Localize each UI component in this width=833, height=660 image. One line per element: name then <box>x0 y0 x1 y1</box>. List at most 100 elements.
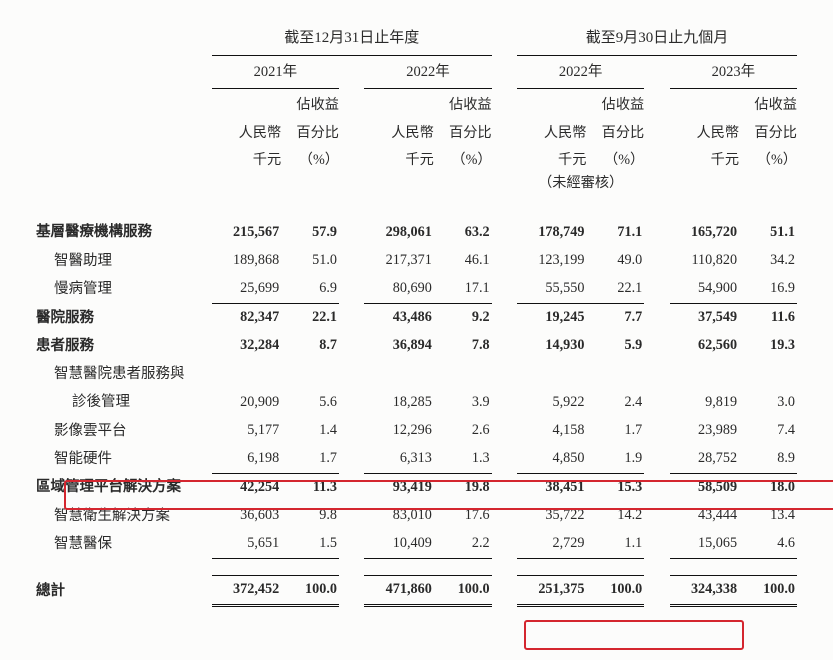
table-row: 患者服務32,2848.736,8947.814,9305.962,56019.… <box>36 332 797 360</box>
total-cell: 471,860 <box>364 575 433 605</box>
year-2022b: 2022年 <box>517 56 644 89</box>
row-label: 診後管理 <box>36 388 212 416</box>
data-cell: 19.8 <box>434 473 492 501</box>
data-cell: 4,850 <box>517 445 586 473</box>
data-cell: 42,254 <box>212 473 281 501</box>
data-cell: 217,371 <box>364 247 433 275</box>
data-cell: 55,550 <box>517 275 586 303</box>
data-cell: 14.2 <box>586 502 644 530</box>
data-cell: 57.9 <box>281 218 339 246</box>
total-cell: 324,338 <box>670 575 739 605</box>
data-cell: 54,900 <box>670 275 739 303</box>
data-cell: 17.1 <box>434 275 492 303</box>
table-row: 智能硬件6,1981.76,3131.34,8501.928,7528.9 <box>36 445 797 473</box>
total-cell: 372,452 <box>212 575 281 605</box>
data-cell: 20,909 <box>212 388 281 416</box>
data-cell: 13.4 <box>739 502 797 530</box>
data-cell: 15.3 <box>586 473 644 501</box>
data-cell: 298,061 <box>364 218 433 246</box>
data-cell: 7.8 <box>434 332 492 360</box>
data-cell: 19.3 <box>739 332 797 360</box>
data-cell: 22.1 <box>586 275 644 303</box>
period-fy-header: 截至12月31日止年度 <box>212 28 492 56</box>
data-cell: 4.6 <box>739 530 797 558</box>
data-cell: 6.9 <box>281 275 339 303</box>
data-cell: 22.1 <box>281 303 339 331</box>
data-cell: 46.1 <box>434 247 492 275</box>
row-label: 慢病管理 <box>36 275 212 303</box>
data-cell: 14,930 <box>517 332 586 360</box>
data-cell: 215,567 <box>212 218 281 246</box>
total-cell: 100.0 <box>739 575 797 605</box>
data-cell: 11.6 <box>739 303 797 331</box>
data-cell: 35,722 <box>517 502 586 530</box>
data-cell: 6,198 <box>212 445 281 473</box>
data-cell: 3.0 <box>739 388 797 416</box>
data-cell: 9,819 <box>670 388 739 416</box>
data-cell: 83,010 <box>364 502 433 530</box>
data-cell: 80,690 <box>364 275 433 303</box>
data-cell: 5,177 <box>212 417 281 445</box>
data-cell: 11.3 <box>281 473 339 501</box>
row-label: 智醫助理 <box>36 247 212 275</box>
year-2023: 2023年 <box>670 56 797 89</box>
data-cell: 1.4 <box>281 417 339 445</box>
data-cell: 7.7 <box>586 303 644 331</box>
table-row: 智慧醫院患者服務與 <box>36 360 797 388</box>
data-cell: 1.5 <box>281 530 339 558</box>
data-cell: 43,486 <box>364 303 433 331</box>
row-total: 總計 372,452 100.0 471,860 100.0 251,375 1… <box>36 575 797 605</box>
data-cell: 3.9 <box>434 388 492 416</box>
table-row: 診後管理20,9095.618,2853.95,9222.49,8193.0 <box>36 388 797 416</box>
data-cell: 25,699 <box>212 275 281 303</box>
data-cell: 2.6 <box>434 417 492 445</box>
table-row: 慢病管理25,6996.980,69017.155,55022.154,9001… <box>36 275 797 303</box>
row-label: 基層醫療機構服務 <box>36 218 212 246</box>
data-cell: 189,868 <box>212 247 281 275</box>
row-label: 智慧醫院患者服務與 <box>36 360 212 388</box>
data-cell: 36,603 <box>212 502 281 530</box>
row-label: 影像雲平台 <box>36 417 212 445</box>
row-label: 智慧衛生解決方案 <box>36 502 212 530</box>
data-cell: 93,419 <box>364 473 433 501</box>
table-wrap: 截至12月31日止年度 截至9月30日止九個月 2021年 2022年 2022… <box>36 28 797 607</box>
header-row-units-1: 佔收益 佔收益 佔收益 佔收益 <box>36 89 797 117</box>
data-cell: 1.7 <box>281 445 339 473</box>
data-cell: 165,720 <box>670 218 739 246</box>
data-cell: 1.9 <box>586 445 644 473</box>
data-cell: 49.0 <box>586 247 644 275</box>
data-cell: 9.2 <box>434 303 492 331</box>
data-cell: 58,509 <box>670 473 739 501</box>
data-cell: 82,347 <box>212 303 281 331</box>
header-row-note: （未經審核） <box>36 171 797 202</box>
data-cell: 7.4 <box>739 417 797 445</box>
data-cell: 36,894 <box>364 332 433 360</box>
data-cell: 23,989 <box>670 417 739 445</box>
total-cell: 100.0 <box>281 575 339 605</box>
header-row-units-2: 人民幣百分比 人民幣百分比 人民幣百分比 人民幣百分比 <box>36 117 797 144</box>
data-cell: 10,409 <box>364 530 433 558</box>
data-cell: 1.1 <box>586 530 644 558</box>
data-cell: 62,560 <box>670 332 739 360</box>
financial-table: 截至12月31日止年度 截至9月30日止九個月 2021年 2022年 2022… <box>36 28 797 607</box>
row-label: 智能硬件 <box>36 445 212 473</box>
data-cell: 2,729 <box>517 530 586 558</box>
table-row: 影像雲平台5,1771.412,2962.64,1581.723,9897.4 <box>36 417 797 445</box>
data-cell: 17.6 <box>434 502 492 530</box>
data-cell: 1.7 <box>586 417 644 445</box>
table-row: 區域管理平台解決方案42,25411.393,41919.838,45115.3… <box>36 473 797 501</box>
data-cell: 51.0 <box>281 247 339 275</box>
header-row-years: 2021年 2022年 2022年 2023年 <box>36 56 797 89</box>
table-row: 醫院服務82,34722.143,4869.219,2457.737,54911… <box>36 303 797 331</box>
data-cell: 34.2 <box>739 247 797 275</box>
row-label: 區域管理平台解決方案 <box>36 473 212 501</box>
data-cell: 8.9 <box>739 445 797 473</box>
data-cell: 1.3 <box>434 445 492 473</box>
data-cell: 123,199 <box>517 247 586 275</box>
unaudited-note: （未經審核） <box>517 171 644 202</box>
data-cell: 4,158 <box>517 417 586 445</box>
table-row: 智慧醫保5,6511.510,4092.22,7291.115,0654.6 <box>36 530 797 558</box>
period-9m-header: 截至9月30日止九個月 <box>517 28 797 56</box>
data-cell: 5,922 <box>517 388 586 416</box>
data-cell: 9.8 <box>281 502 339 530</box>
